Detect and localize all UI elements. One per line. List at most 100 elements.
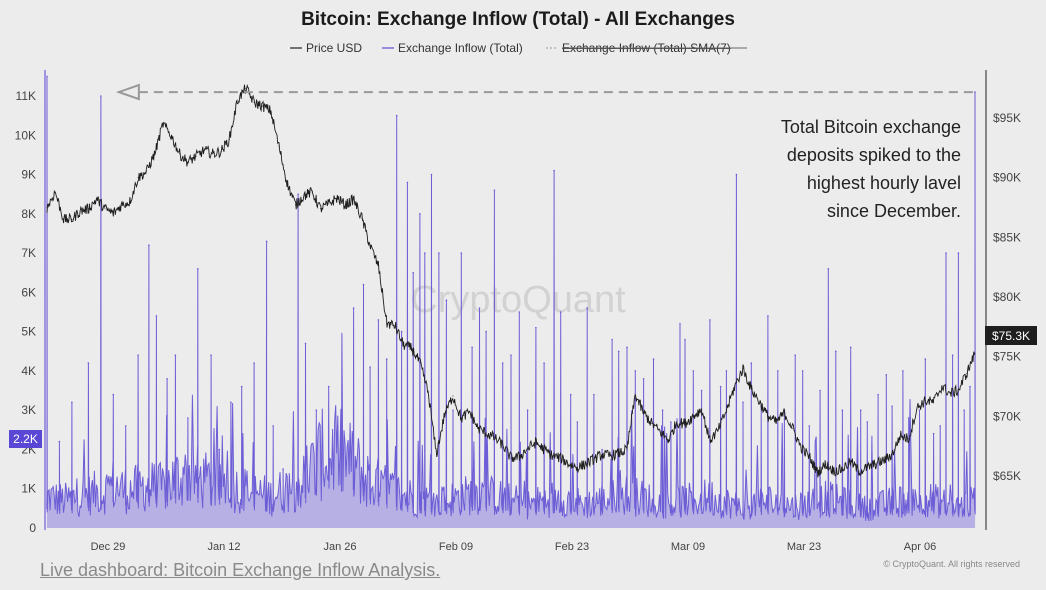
price-point (551, 455, 553, 457)
price-point (634, 394, 636, 396)
annotation-line-1: Total Bitcoin exchange (781, 117, 961, 137)
price-point (79, 210, 81, 212)
inflow-spike-point (725, 370, 728, 372)
inflow-spike-point (369, 366, 371, 368)
left-tick-label: 8K (21, 207, 36, 221)
price-point (71, 218, 73, 220)
price-point (891, 454, 893, 455)
price-point (469, 411, 471, 413)
inflow-spike-point (767, 315, 769, 317)
inflow-spike-point (652, 358, 655, 360)
price-point (63, 218, 65, 220)
inflow-spike-point (137, 354, 139, 357)
inflow-spike-point (124, 425, 127, 427)
x-axis: Dec 29 Jan 12 Jan 26 Feb 09 Feb 23 Mar 09 Mar … (91, 541, 937, 553)
inflow-spike-point (406, 181, 409, 184)
price-point (667, 439, 669, 441)
inflow-spike-point (485, 330, 487, 333)
inflow-spike-point (601, 448, 603, 451)
inflow-spike-point (670, 421, 672, 423)
right-tick-label: $65K (993, 469, 1021, 483)
price-point (54, 191, 56, 193)
right-tick-label: $85K (993, 230, 1021, 244)
price-point (402, 344, 404, 346)
inflow-spike-point (617, 350, 620, 353)
inflow-spike-point (692, 370, 695, 372)
price-point (344, 204, 346, 206)
inflow-spike-point (794, 354, 796, 357)
price-point (129, 201, 131, 202)
inflow-spike-point (471, 346, 473, 349)
inflow-spike-point (445, 299, 448, 302)
inflow-spike-point (576, 421, 579, 423)
inflow-spike-point (87, 362, 90, 364)
inflow-spike-point (297, 193, 299, 195)
price-current-badge: $75.3K (992, 329, 1030, 343)
inflow-spike-point (642, 378, 645, 380)
inflow-spike-point (735, 173, 738, 176)
legend-item-inflow[interactable]: Exchange Inflow (Total) (382, 41, 523, 55)
price-point (899, 434, 901, 436)
inflow-spike-point (969, 385, 971, 388)
right-axis: $65K $70K $75K $80K $85K $90K $95K (985, 70, 1021, 530)
inflow-spike-point (478, 307, 481, 309)
price-point (361, 217, 363, 219)
price-point (858, 470, 860, 472)
inflow-spike-point (315, 409, 318, 412)
price-point (568, 463, 570, 465)
left-tick-label: 3K (21, 403, 36, 417)
inflow-spike-point (218, 448, 221, 451)
inflow-spike-point (841, 409, 844, 412)
inflow-current-badge: 2.2K (13, 432, 38, 446)
inflow-spike-point (518, 311, 521, 313)
price-point (908, 438, 910, 440)
price-point (527, 448, 529, 450)
inflow-spike-point (430, 173, 433, 176)
right-tick-label: $90K (993, 171, 1021, 185)
x-tick-label: Mar 09 (671, 541, 705, 553)
legend-item-price[interactable]: Price USD (290, 41, 362, 55)
price-point (444, 413, 446, 415)
live-dashboard-link[interactable]: Live dashboard: Bitcoin Exchange Inflow … (40, 560, 441, 580)
inflow-spike-point (71, 401, 73, 404)
price-point (585, 463, 587, 465)
price-point (112, 213, 114, 214)
price-point (543, 449, 545, 451)
inflow-spike-point (866, 421, 869, 423)
price-point (121, 204, 123, 206)
price-point (717, 430, 719, 432)
inflow-spike-point (553, 169, 555, 172)
price-point (411, 347, 413, 349)
inflow-spike-point (700, 389, 703, 392)
price-point (419, 362, 421, 364)
annotation-line-3: highest hourly lavel (807, 173, 961, 193)
price-point (651, 423, 653, 424)
price-point (593, 458, 595, 460)
price-point (742, 368, 744, 370)
left-tick-label: 7K (21, 246, 36, 260)
price-point (850, 461, 852, 463)
inflow-spike-point (957, 252, 960, 254)
price-point (145, 171, 147, 173)
price-point (841, 468, 843, 470)
inflow-spike-point (282, 468, 284, 470)
price-point (179, 153, 181, 155)
inflow-spike-point (253, 362, 255, 364)
inflow-spike-point (611, 338, 613, 341)
price-point (576, 467, 578, 469)
inflow-spike-point (593, 393, 595, 396)
price-point (328, 203, 330, 205)
inflow-current-badge-bg (9, 430, 42, 448)
price-point (104, 208, 106, 210)
inflow-spike-point (819, 389, 821, 392)
left-tick-label: 6K (21, 285, 36, 299)
left-tick-label: 10K (15, 128, 36, 142)
price-line (46, 83, 976, 478)
price-point (725, 409, 727, 411)
legend-item-sma[interactable]: Exchange Inflow (Total) SMA(7) (546, 41, 747, 55)
right-tick-label: $95K (993, 111, 1021, 125)
price-point (336, 197, 338, 199)
x-tick-label: Mar 23 (787, 541, 821, 553)
annotation: Total Bitcoin exchange deposits spiked t… (781, 117, 961, 221)
inflow-spike-point (187, 417, 189, 419)
